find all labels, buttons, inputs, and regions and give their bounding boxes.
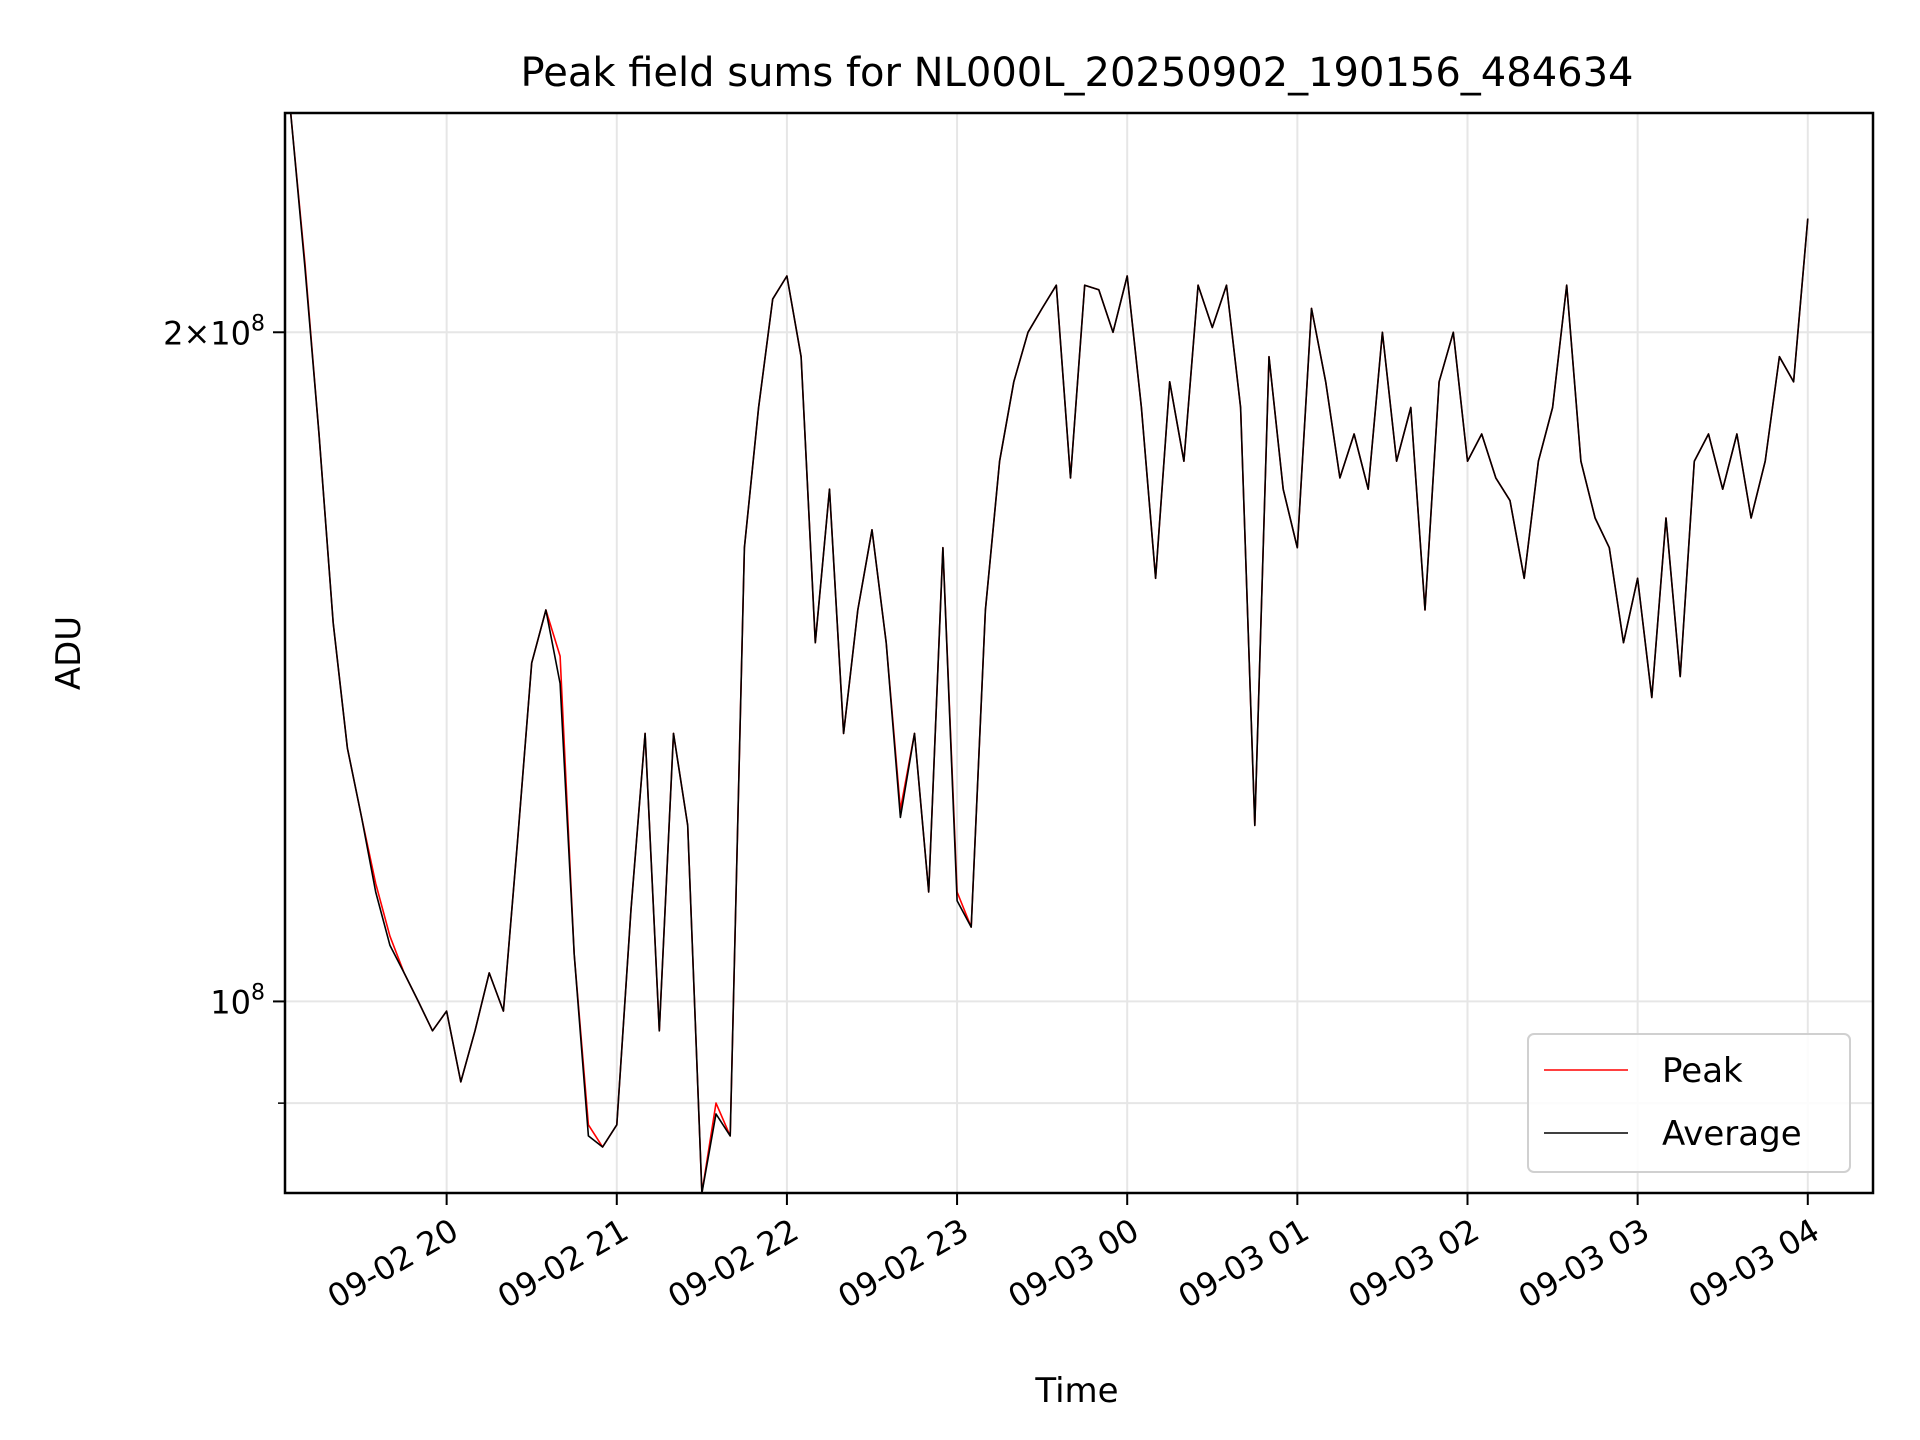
x-axis-label: Time: [1034, 1371, 1118, 1411]
plot-area: [283, 111, 1875, 1195]
legend: Peak Average: [1527, 1033, 1851, 1173]
y-axis-label: ADU: [49, 616, 89, 690]
legend-label-peak: Peak: [1662, 1051, 1743, 1091]
chart-title: Peak field sums for NL000L_20250902_1901…: [521, 50, 1634, 96]
grid-lines: [285, 113, 1873, 1193]
series-lines: [289, 112, 1809, 1194]
legend-label-average: Average: [1662, 1114, 1802, 1154]
series-line-average: [289, 112, 1809, 1194]
axes-frame: [283, 111, 1875, 1195]
legend-box: [1527, 1033, 1851, 1173]
y-tick-label: 2×108: [163, 311, 265, 352]
